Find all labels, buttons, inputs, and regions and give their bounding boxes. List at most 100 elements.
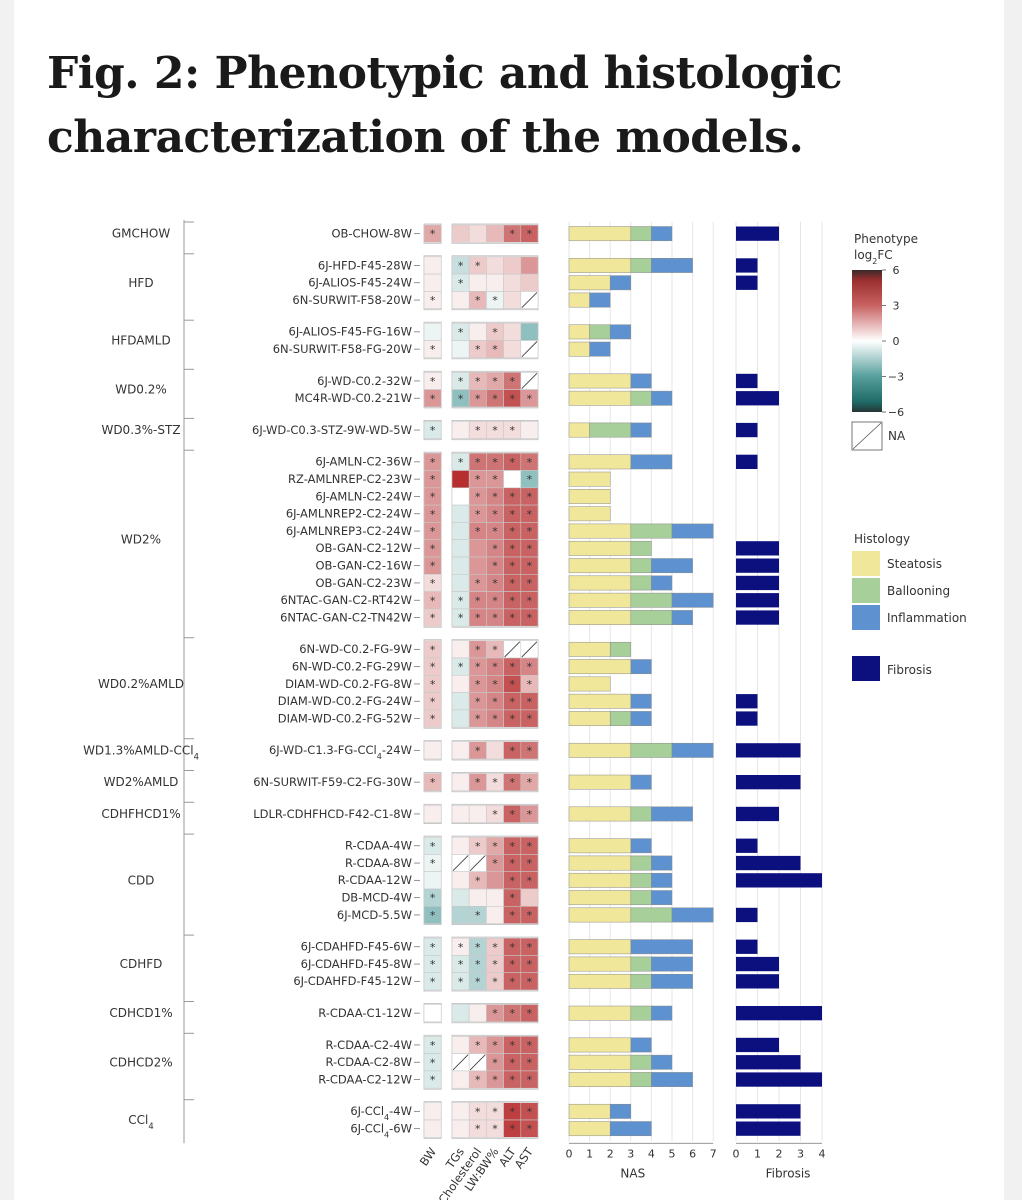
heatmap-cell <box>451 224 470 243</box>
fibrosis-bar <box>736 541 779 556</box>
heatmap-cell <box>503 291 522 309</box>
colorbar-tick-label: −3 <box>888 371 904 384</box>
heatmap-cell <box>468 322 487 341</box>
model-label: 6NTAC-GAN-C2-TN42W <box>280 610 412 624</box>
fibrosis-bar <box>736 226 779 241</box>
nas-bar-steatosis <box>568 806 632 822</box>
histology-legend-swatch <box>852 605 880 630</box>
model-label: R-CDAA-8W <box>345 856 412 870</box>
nas-bar-steatosis <box>568 454 632 470</box>
nas-bar-inflammation <box>651 890 673 906</box>
nas-bar-inflammation <box>671 742 714 758</box>
heatmap-cell <box>468 539 487 558</box>
significance-star: * <box>509 776 515 789</box>
colorbar-tick-label: −6 <box>888 406 904 419</box>
na-slash <box>504 641 521 658</box>
heatmap-cell <box>423 340 442 359</box>
heatmap-cell <box>520 741 539 760</box>
significance-star: * <box>475 343 481 356</box>
heatmap-cell <box>423 773 442 792</box>
significance-star: * <box>492 508 498 521</box>
significance-star: * <box>475 840 481 853</box>
model-label: DB-MCD-4W <box>341 891 412 905</box>
significance-star: * <box>527 713 533 726</box>
heatmap-cell <box>468 888 487 907</box>
significance-star: * <box>475 490 481 503</box>
heatmap-cell <box>486 905 504 924</box>
model-label: OB-GAN-C2-12W <box>315 541 412 555</box>
phenotype-legend-title: Phenotype <box>854 232 918 246</box>
column-label: BW <box>417 1145 439 1168</box>
nas-bar-inflammation <box>630 422 652 438</box>
nas-tick-label: 7 <box>710 1147 717 1160</box>
fibrosis-bar <box>736 1121 801 1136</box>
nas-bar-ballooning <box>630 390 652 406</box>
significance-star: * <box>527 490 533 503</box>
model-label: DIAM-WD-C0.2-FG-8W <box>285 677 412 691</box>
nas-bar-inflammation <box>651 1054 673 1070</box>
significance-star: * <box>430 424 436 437</box>
significance-star: * <box>492 661 498 674</box>
model-label: MC4R-WD-C0.2-21W <box>295 391 412 405</box>
nas-bar-inflammation <box>630 711 652 726</box>
histology-legend-label: Steatosis <box>887 557 942 571</box>
nas-bar-inflammation <box>630 1037 652 1053</box>
model-label: 6N-WD-C0.2-FG-29W <box>292 660 412 674</box>
significance-star: * <box>492 857 498 870</box>
fibrosis-bar <box>736 974 779 989</box>
heatmap-cell <box>451 470 470 489</box>
nas-bar-steatosis <box>568 838 632 854</box>
nas-bar-ballooning <box>609 711 632 726</box>
nas-bar-inflammation <box>651 973 693 989</box>
group-label: CCl4 <box>128 1113 153 1131</box>
significance-star: * <box>527 392 533 405</box>
significance-star: * <box>527 661 533 674</box>
significance-star: * <box>430 695 436 708</box>
heatmap-cell <box>486 224 504 243</box>
nas-tick-label: 1 <box>586 1147 593 1160</box>
heatmap-cell <box>451 709 470 728</box>
heatmap-cell <box>423 291 442 309</box>
significance-star: * <box>430 577 436 590</box>
heatmap-cell <box>468 804 487 823</box>
nas-bar-steatosis <box>568 341 590 357</box>
heatmap-cell <box>451 1004 470 1023</box>
model-label: DIAM-WD-C0.2-FG-52W <box>278 711 412 725</box>
heatmap-cell <box>520 888 539 907</box>
na-slash <box>452 1054 469 1071</box>
significance-star: * <box>492 542 498 555</box>
nas-bar-inflammation <box>651 855 673 871</box>
significance-star: * <box>509 392 515 405</box>
nas-bar-ballooning <box>630 592 673 608</box>
significance-star: * <box>509 857 515 870</box>
heatmap-cell <box>520 804 539 823</box>
model-label: 6J-MCD-5.5W <box>337 908 412 922</box>
fibrosis-legend-swatch <box>852 656 880 681</box>
model-label: 6N-SURWIT-F58-FG-20W <box>273 342 412 356</box>
heatmap-cell <box>451 640 470 659</box>
significance-star: * <box>430 525 436 538</box>
nas-bar-ballooning <box>630 575 652 591</box>
group-label: WD2% <box>121 533 161 547</box>
nas-tick-label: 6 <box>689 1147 696 1160</box>
significance-star: * <box>492 941 498 954</box>
phenotype-legend-subtitle: log2FC <box>854 248 893 266</box>
heatmap-cell <box>451 291 470 309</box>
group-label: CDHFD <box>120 957 163 971</box>
nas-bar-ballooning <box>630 226 652 242</box>
significance-star: * <box>475 958 481 971</box>
significance-star: * <box>527 1074 533 1087</box>
heatmap-cell <box>520 421 539 439</box>
model-label: 6J-CDAHFD-F45-6W <box>301 940 412 954</box>
heatmap-cell <box>468 556 487 575</box>
significance-star: * <box>430 375 436 388</box>
significance-star: * <box>492 958 498 971</box>
heatmap-cell <box>503 273 522 292</box>
heatmap-cell <box>423 741 442 760</box>
nas-bar-steatosis <box>568 659 632 675</box>
significance-star: * <box>527 1007 533 1020</box>
significance-star: * <box>475 473 481 486</box>
significance-star: * <box>492 490 498 503</box>
nas-bar-ballooning <box>630 1072 652 1087</box>
significance-star: * <box>492 975 498 988</box>
